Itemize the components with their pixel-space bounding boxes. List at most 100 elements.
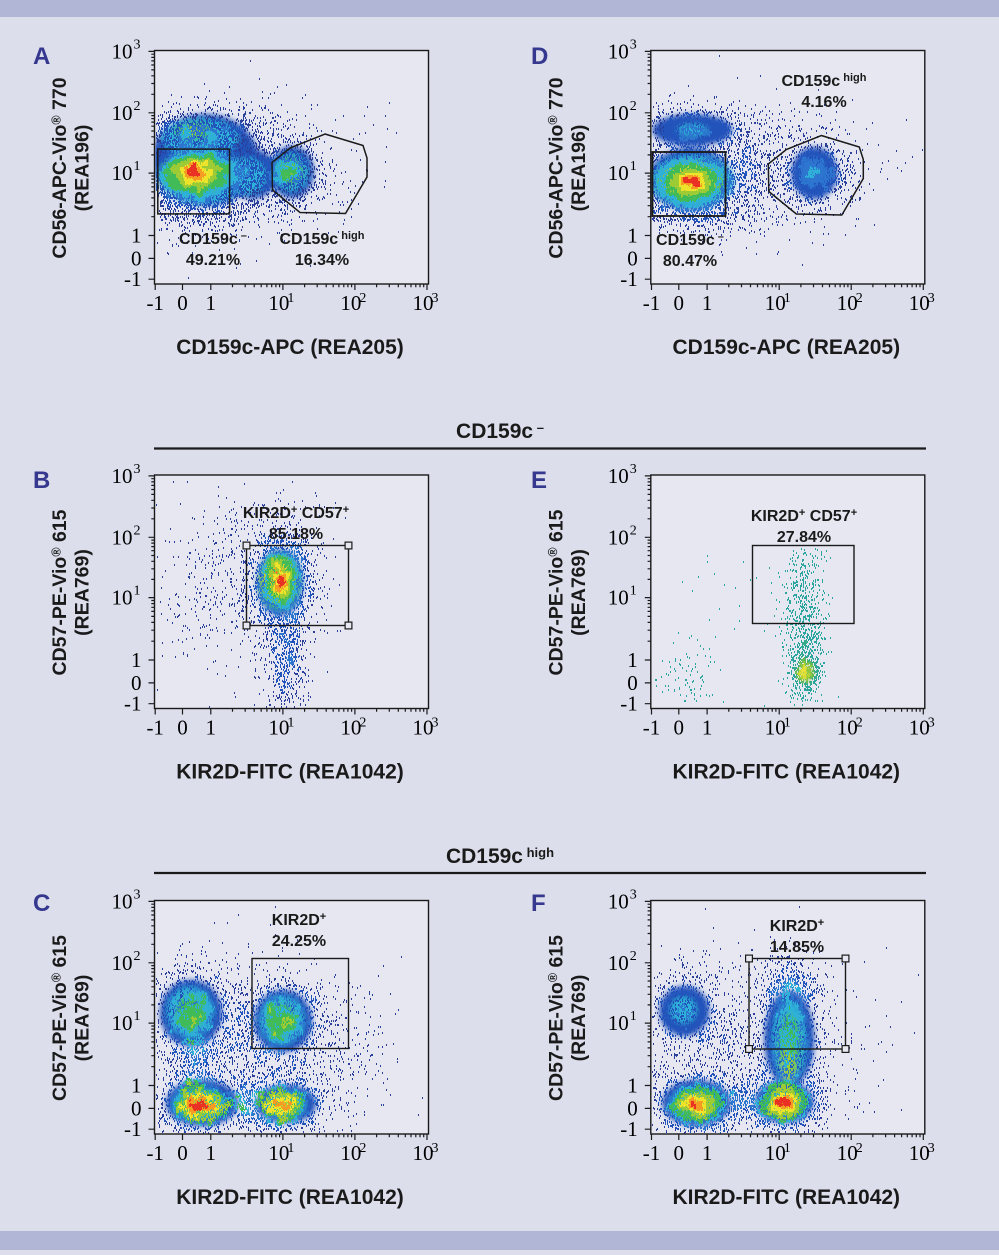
svg-text:0: 0 xyxy=(674,716,685,740)
svg-text:16.34%: 16.34% xyxy=(295,252,349,269)
svg-text:-1: -1 xyxy=(643,1141,661,1165)
svg-text:KIR2D+ CD57+: KIR2D+ CD57+ xyxy=(751,507,857,525)
svg-text:1: 1 xyxy=(206,1141,217,1165)
svg-text:10: 10 xyxy=(112,39,133,63)
svg-text:1: 1 xyxy=(206,291,217,315)
svg-text:2: 2 xyxy=(359,1141,366,1156)
svg-text:10: 10 xyxy=(112,525,133,549)
svg-text:C: C xyxy=(33,890,50,917)
svg-text:3: 3 xyxy=(432,1141,439,1156)
svg-text:CD159c –: CD159c – xyxy=(179,230,247,248)
svg-text:1: 1 xyxy=(784,1141,791,1156)
svg-text:10: 10 xyxy=(765,1141,786,1165)
svg-text:3: 3 xyxy=(928,1141,935,1156)
svg-text:2: 2 xyxy=(630,523,637,538)
svg-text:2: 2 xyxy=(856,291,863,306)
svg-text:10: 10 xyxy=(608,525,629,549)
svg-text:1: 1 xyxy=(784,716,791,731)
svg-text:10: 10 xyxy=(608,586,629,610)
svg-text:0: 0 xyxy=(674,1141,685,1165)
svg-text:10: 10 xyxy=(837,716,858,740)
svg-text:1: 1 xyxy=(287,291,294,306)
svg-text:1: 1 xyxy=(131,1074,142,1098)
svg-text:2: 2 xyxy=(856,716,863,731)
svg-text:(REA769): (REA769) xyxy=(568,549,590,636)
svg-text:2: 2 xyxy=(134,99,141,114)
svg-text:10: 10 xyxy=(112,101,133,125)
svg-text:2: 2 xyxy=(630,949,637,964)
svg-text:0: 0 xyxy=(627,246,638,270)
svg-text:3: 3 xyxy=(928,291,935,306)
svg-text:10: 10 xyxy=(909,1141,930,1165)
svg-text:1: 1 xyxy=(287,716,294,731)
svg-text:CD57-PE-Vio® 615: CD57-PE-Vio® 615 xyxy=(545,935,567,1101)
svg-text:2: 2 xyxy=(359,291,366,306)
svg-text:10: 10 xyxy=(608,1011,629,1035)
svg-text:KIR2D+: KIR2D+ xyxy=(770,917,824,935)
svg-text:10: 10 xyxy=(413,716,434,740)
svg-text:10: 10 xyxy=(608,101,629,125)
svg-text:10: 10 xyxy=(413,291,434,315)
svg-text:10: 10 xyxy=(608,161,629,185)
svg-text:KIR2D+: KIR2D+ xyxy=(272,911,326,929)
svg-text:10: 10 xyxy=(268,716,289,740)
svg-text:-1: -1 xyxy=(146,291,164,315)
svg-text:-1: -1 xyxy=(124,692,142,716)
svg-text:1: 1 xyxy=(131,224,142,248)
svg-text:KIR2D-FITC (REA1042): KIR2D-FITC (REA1042) xyxy=(673,761,901,784)
svg-text:-1: -1 xyxy=(146,716,164,740)
svg-text:1: 1 xyxy=(702,1141,713,1165)
svg-text:10: 10 xyxy=(608,39,629,63)
svg-text:1: 1 xyxy=(702,716,713,740)
svg-text:(REA196): (REA196) xyxy=(72,125,94,212)
svg-text:0: 0 xyxy=(177,716,188,740)
svg-text:10: 10 xyxy=(112,889,133,913)
svg-text:10: 10 xyxy=(340,716,361,740)
svg-text:1: 1 xyxy=(627,224,638,248)
svg-text:80.47%: 80.47% xyxy=(663,253,717,270)
svg-text:3: 3 xyxy=(630,37,637,52)
svg-text:4.16%: 4.16% xyxy=(801,94,846,111)
svg-text:(REA769): (REA769) xyxy=(72,975,94,1062)
svg-text:KIR2D+ CD57+: KIR2D+ CD57+ xyxy=(243,504,349,522)
svg-text:0: 0 xyxy=(627,1096,638,1120)
svg-text:10: 10 xyxy=(608,464,629,488)
svg-text:1: 1 xyxy=(630,1009,637,1024)
svg-text:1: 1 xyxy=(784,291,791,306)
svg-text:3: 3 xyxy=(928,716,935,731)
svg-text:CD159c-APC (REA205): CD159c-APC (REA205) xyxy=(176,336,404,359)
svg-text:1: 1 xyxy=(630,584,637,599)
svg-text:E: E xyxy=(531,467,547,494)
svg-text:2: 2 xyxy=(630,99,637,114)
svg-text:0: 0 xyxy=(131,671,142,695)
svg-text:49.21%: 49.21% xyxy=(186,252,240,269)
svg-text:3: 3 xyxy=(630,462,637,477)
svg-text:0: 0 xyxy=(627,671,638,695)
svg-text:(REA769): (REA769) xyxy=(72,549,94,636)
svg-text:(REA196): (REA196) xyxy=(568,125,590,212)
svg-text:1: 1 xyxy=(627,648,638,672)
svg-text:10: 10 xyxy=(909,291,930,315)
svg-text:3: 3 xyxy=(134,887,141,902)
svg-text:1: 1 xyxy=(206,716,217,740)
svg-text:CD57-PE-Vio® 615: CD57-PE-Vio® 615 xyxy=(545,509,567,675)
svg-text:10: 10 xyxy=(340,291,361,315)
svg-text:1: 1 xyxy=(627,1074,638,1098)
svg-text:0: 0 xyxy=(674,291,685,315)
svg-text:10: 10 xyxy=(765,716,786,740)
svg-text:0: 0 xyxy=(177,1141,188,1165)
svg-text:CD159c-APC (REA205): CD159c-APC (REA205) xyxy=(673,336,901,359)
svg-text:2: 2 xyxy=(134,523,141,538)
svg-text:-1: -1 xyxy=(620,267,638,291)
svg-text:1: 1 xyxy=(702,291,713,315)
svg-text:-1: -1 xyxy=(620,1117,638,1141)
svg-text:10: 10 xyxy=(608,951,629,975)
svg-text:CD159c –: CD159c – xyxy=(656,231,724,249)
svg-text:10: 10 xyxy=(112,951,133,975)
svg-text:10: 10 xyxy=(608,889,629,913)
svg-text:2: 2 xyxy=(359,716,366,731)
svg-text:27.84%: 27.84% xyxy=(777,529,831,546)
svg-text:KIR2D-FITC (REA1042): KIR2D-FITC (REA1042) xyxy=(673,1186,901,1209)
svg-text:CD159c –: CD159c – xyxy=(456,420,544,443)
svg-text:10: 10 xyxy=(112,161,133,185)
